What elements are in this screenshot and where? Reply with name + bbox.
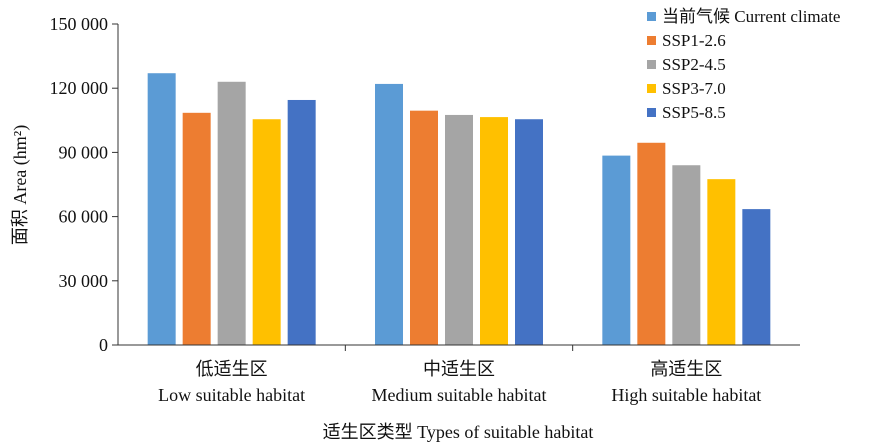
legend-swatch: [647, 84, 656, 93]
bar: [637, 142, 666, 345]
x-category-label-cn: 低适生区: [196, 359, 268, 379]
legend-label: SSP1-2.6: [662, 31, 726, 50]
y-tick-label: 150 000: [50, 14, 109, 34]
x-category-label-cn: 中适生区: [423, 359, 495, 379]
legend-label: SSP2-4.5: [662, 55, 726, 74]
bars-group: [147, 73, 771, 351]
x-categories: 低适生区 Low suitable habitat 中适生区 Medium suita…: [158, 359, 761, 405]
bar: [252, 119, 281, 345]
bar: [287, 99, 316, 345]
legend-swatch: [647, 36, 656, 45]
y-tick-label: 0: [99, 335, 108, 355]
bar: [602, 155, 631, 345]
y-tick-label: 90 000: [59, 142, 109, 162]
bar: [515, 119, 543, 345]
bar: [707, 179, 736, 345]
axes-group: [117, 24, 800, 346]
x-category-label-cn: 高适生区: [650, 359, 722, 379]
bar: [672, 165, 701, 345]
bar: [445, 114, 473, 345]
y-axis-label: 面积 Area (hm²): [10, 125, 31, 245]
x-axis-label: 适生区类型 Types of suitable habitat: [323, 422, 594, 442]
legend-label: SSP5-8.5: [662, 103, 726, 122]
bar: [410, 110, 438, 345]
x-category-label-en: Low suitable habitat: [158, 385, 305, 405]
bar: [217, 81, 246, 345]
bar: [182, 112, 211, 345]
x-category-label-en: Medium suitable habitat: [372, 385, 547, 405]
legend-label: SSP3-7.0: [662, 79, 726, 98]
y-ticks: 0 30 000 60 000 90 000 120 000 150 000: [50, 14, 118, 355]
y-tick-label: 30 000: [59, 271, 109, 291]
bar: [742, 209, 771, 345]
legend-label: 当前气候 Current climate: [662, 7, 840, 26]
legend: 当前气候 Current climate SSP1-2.6 SSP2-4.5 SSP3…: [647, 7, 840, 122]
y-tick-label: 60 000: [59, 207, 109, 227]
x-category-label-en: High suitable habitat: [611, 385, 761, 405]
legend-swatch: [647, 12, 656, 21]
bar: [375, 83, 403, 346]
bar: [147, 73, 176, 345]
legend-swatch: [647, 60, 656, 69]
bar: [480, 117, 508, 345]
y-tick-label: 120 000: [50, 78, 109, 98]
legend-swatch: [647, 108, 656, 117]
